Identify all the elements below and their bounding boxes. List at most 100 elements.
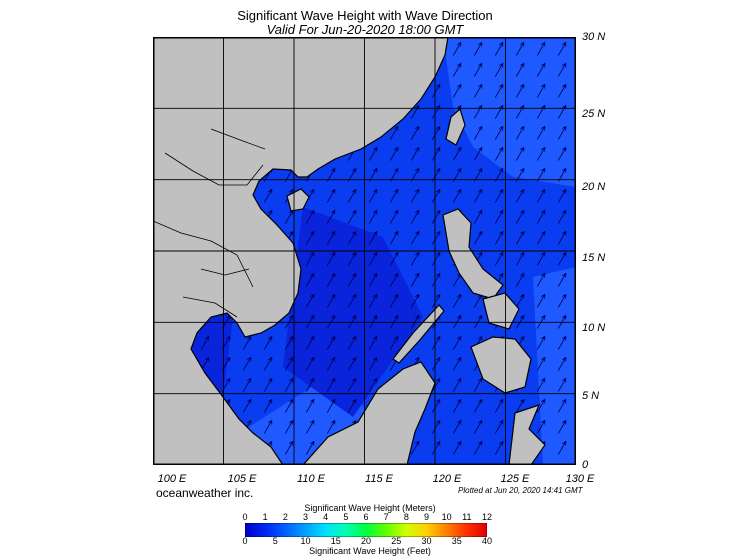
- map-canvas: [153, 37, 576, 465]
- colorbar-meters-title: Significant Wave Height (Meters): [304, 503, 436, 513]
- wave-direction-arrow: [431, 146, 441, 161]
- wave-direction-arrow: [368, 272, 378, 287]
- wave-direction-arrow: [326, 209, 336, 224]
- lon-label-105: 105 E: [227, 473, 257, 485]
- wave-direction-arrow: [347, 398, 357, 413]
- wave-direction-arrow: [452, 440, 462, 455]
- wave-direction-arrow: [473, 209, 483, 224]
- wave-direction-arrow: [557, 230, 567, 245]
- wave-direction-arrow: [326, 419, 336, 434]
- land-sulawesi: [508, 404, 546, 465]
- wave-direction-arrow: [431, 293, 441, 308]
- land-taiwan: [445, 107, 466, 146]
- wave-direction-arrow: [473, 62, 483, 77]
- wave-direction-arrow: [263, 398, 273, 413]
- wave-direction-arrow: [305, 293, 315, 308]
- colorbar-feet-tick: 5: [272, 536, 278, 546]
- colorbar: [245, 523, 487, 537]
- wave-direction-arrow: [347, 293, 357, 308]
- wave-direction-arrow: [368, 356, 378, 371]
- wave-direction-arrow: [515, 188, 525, 203]
- wave-direction-arrow: [536, 356, 546, 371]
- wave-direction-arrow: [389, 230, 399, 245]
- wave-direction-arrow: [326, 356, 336, 371]
- wave-direction-arrow: [452, 146, 462, 161]
- wave-direction-arrow: [494, 398, 504, 413]
- wave-direction-arrow: [242, 398, 252, 413]
- wave-direction-arrow: [263, 419, 273, 434]
- wave-direction-arrow: [536, 419, 546, 434]
- lon-label-120: 120 E: [432, 473, 462, 485]
- colorbar-feet-tick: 10: [300, 536, 311, 546]
- lat-label-30: 30 N: [582, 31, 606, 43]
- colorbar-meters-tick: 3: [302, 512, 309, 522]
- lat-label-20: 20 N: [582, 181, 606, 193]
- wave-direction-arrow: [452, 356, 462, 371]
- land-visayas: [482, 292, 520, 330]
- land-mainland-asia: [153, 37, 449, 465]
- wave-direction-arrow: [536, 83, 546, 98]
- colorbar-meters-tick: 11: [462, 512, 472, 522]
- wave-direction-arrow: [536, 272, 546, 287]
- wave-direction-arrow: [515, 83, 525, 98]
- wave-direction-arrow: [431, 272, 441, 287]
- wave-direction-arrow: [515, 398, 525, 413]
- colorbar-meters-tick: 0: [242, 512, 248, 522]
- land-masses: [153, 37, 546, 465]
- wave-direction-arrow: [347, 377, 357, 392]
- wave-direction-arrow: [494, 440, 504, 455]
- colorbar-meters-tick: 1: [262, 512, 268, 522]
- wave-direction-arrow: [347, 188, 357, 203]
- wave-direction-arrow: [536, 125, 546, 140]
- wave-direction-arrow: [410, 125, 420, 140]
- wave-direction-arrow: [305, 398, 315, 413]
- wave-direction-arrow: [536, 398, 546, 413]
- wave-direction-arrow: [368, 188, 378, 203]
- wave-direction-arrow: [326, 251, 336, 266]
- wave-direction-arrow: [326, 272, 336, 287]
- wave-direction-arrow: [284, 440, 294, 455]
- wave-direction-arrow: [452, 41, 462, 56]
- wave-direction-arrow: [263, 335, 273, 350]
- wave-direction-arrow: [473, 377, 483, 392]
- colorbar-feet-tick: 20: [360, 536, 372, 546]
- wave-direction-arrow: [494, 62, 504, 77]
- wave-direction-arrow: [305, 230, 315, 245]
- wave-direction-arrow: [473, 83, 483, 98]
- wave-direction-arrow: [347, 335, 357, 350]
- wave-direction-arrow: [515, 41, 525, 56]
- wave-direction-arrow: [515, 146, 525, 161]
- wave-height-map[interactable]: [153, 37, 576, 465]
- wave-direction-arrow: [326, 230, 336, 245]
- wave-direction-arrow: [452, 62, 462, 77]
- wave-direction-arrow: [557, 125, 567, 140]
- wave-direction-arrow: [557, 440, 567, 455]
- lon-label-125: 125 E: [500, 473, 530, 485]
- colorbar-feet-tick: 30: [421, 536, 432, 546]
- wave-direction-arrow: [410, 272, 420, 287]
- wave-direction-arrow: [263, 188, 273, 203]
- wave-direction-arrow: [326, 293, 336, 308]
- map-title: Significant Wave Height with Wave Direct…: [237, 8, 493, 23]
- wave-direction-arrow: [389, 209, 399, 224]
- wave-direction-arrow: [536, 230, 546, 245]
- colorbar-feet-tick: 15: [330, 536, 341, 546]
- lon-label-110: 110 E: [297, 473, 325, 485]
- wave-direction-arrow: [515, 230, 525, 245]
- wave-direction-arrow: [431, 398, 441, 413]
- wave-direction-arrow: [389, 272, 399, 287]
- lower-wave-zone-central: [283, 207, 423, 417]
- wave-direction-arrow: [389, 293, 399, 308]
- higher-wave-zone-north: [443, 37, 576, 187]
- wave-direction-arrow: [431, 251, 441, 266]
- wave-direction-arrow: [305, 440, 315, 455]
- country-borders: [153, 128, 266, 318]
- wave-direction-arrow: [347, 251, 357, 266]
- wave-direction-arrow: [326, 398, 336, 413]
- wave-direction-arrow: [536, 146, 546, 161]
- wave-direction-arrow: [557, 188, 567, 203]
- wave-direction-arrow: [494, 188, 504, 203]
- wave-direction-arrow: [473, 440, 483, 455]
- wave-direction-arrow: [242, 377, 252, 392]
- wave-direction-arrow: [242, 335, 252, 350]
